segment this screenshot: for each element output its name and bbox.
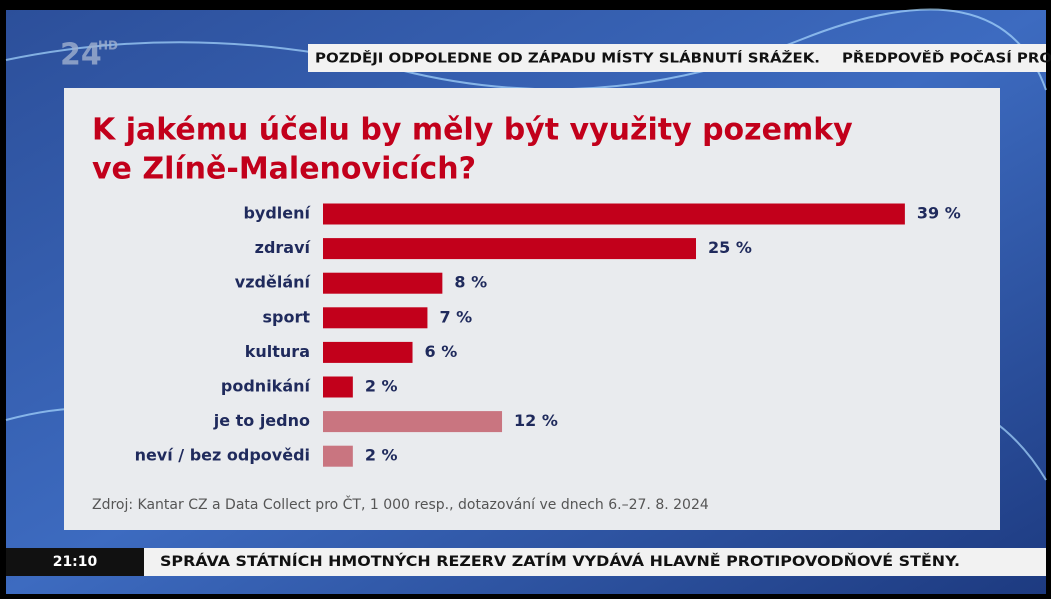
bar: [323, 238, 696, 260]
category-label: bydlení: [243, 204, 311, 223]
category-label: sport: [262, 307, 310, 326]
chart-title: K jakému účelu by měly být využity pozem…: [92, 113, 853, 148]
value-label: 2 %: [365, 377, 398, 396]
bar: [323, 203, 905, 225]
category-label: je to jedno: [213, 411, 310, 430]
time-box: [6, 548, 144, 576]
value-label: 7 %: [439, 307, 472, 326]
logo: 24: [60, 38, 102, 73]
value-label: 2 %: [365, 446, 398, 465]
bar: [323, 411, 503, 433]
category-label: zdraví: [255, 238, 312, 257]
source: Zdroj: Kantar CZ a Data Collect pro ČT, …: [92, 495, 709, 513]
ticker-text: PŘEDPOVĚĎ POČASÍ PRO: [842, 51, 1051, 67]
ticker-top: [308, 44, 1046, 72]
ticker-bottom: [6, 548, 1046, 576]
bar: [323, 272, 443, 294]
category-label: kultura: [245, 342, 310, 361]
chart-title: ve Zlíně-Malenovicích?: [92, 152, 476, 187]
bar: [323, 445, 353, 467]
value-label: 39 %: [917, 204, 961, 223]
value-label: 12 %: [514, 411, 558, 430]
panel: [64, 88, 1000, 530]
ticker-text: POZDĚJI ODPOLEDNE OD ZÁPADU MÍSTY SLÁBNU…: [315, 51, 820, 67]
bar: [323, 376, 353, 398]
logo-badge: HD: [98, 39, 118, 53]
bar: [323, 341, 413, 363]
value-label: 25 %: [708, 238, 752, 257]
ticker-text: SPRÁVA STÁTNÍCH HMOTNÝCH REZERV ZATÍM VY…: [160, 552, 960, 570]
time: 21:10: [53, 554, 98, 570]
category-label: vzdělání: [235, 273, 312, 292]
bar: [323, 307, 428, 329]
category-label: podnikání: [221, 377, 312, 396]
category-label: neví / bez odpovědi: [135, 446, 310, 465]
value-label: 6 %: [425, 342, 458, 361]
value-label: 8 %: [454, 273, 487, 292]
